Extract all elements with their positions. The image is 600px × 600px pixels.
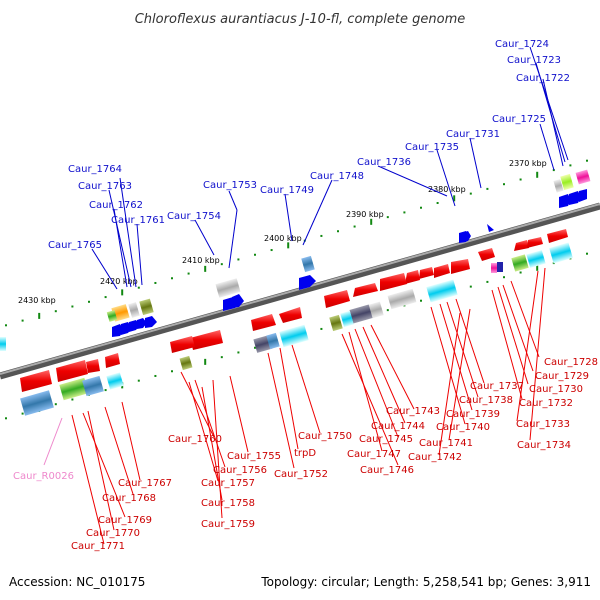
kbp-2400: 2400 kbp — [264, 234, 302, 243]
kbp-labels: 2370 kbp 2380 kbp 2390 kbp 2400 kbp 2410… — [18, 159, 547, 305]
gene-label[interactable]: Caur_1746 — [360, 465, 414, 476]
gene-label[interactable]: Caur_1753 — [203, 180, 257, 191]
top-connectors — [91, 46, 569, 290]
gene-label[interactable]: Caur_1760 — [168, 434, 222, 445]
gene-label[interactable]: Caur_1743 — [386, 406, 440, 417]
topology-summary: Topology: circular; Length: 5,258,541 bp… — [260, 575, 591, 589]
bottom-right-labels: Caur_1728 Caur_1729 Caur_1730 Caur_1737 … — [347, 357, 598, 476]
gene-label[interactable]: Caur_1735 — [405, 142, 459, 153]
gene-label[interactable]: Caur_R0026 — [13, 471, 74, 482]
kbp-2430: 2430 kbp — [18, 296, 56, 305]
forward-strand-features — [0, 169, 591, 351]
gene-label[interactable]: Caur_1762 — [89, 200, 143, 211]
gene-label[interactable]: Caur_1755 — [227, 451, 281, 462]
gene-label[interactable]: Caur_1728 — [544, 357, 598, 368]
bottom-left-labels: Caur_R0026 Caur_1767 Caur_1768 Caur_1769… — [13, 471, 172, 552]
gene-label[interactable]: Caur_1764 — [68, 164, 122, 175]
map-title: Chloroflexus aurantiacus J-10-fl, comple… — [135, 12, 466, 27]
gene-label[interactable]: Caur_1739 — [446, 409, 500, 420]
rrna-connector — [43, 417, 63, 466]
gene-label[interactable]: Caur_1765 — [48, 240, 102, 251]
gene-label[interactable]: Caur_1744 — [371, 421, 425, 432]
bottom-connectors — [71, 267, 546, 545]
gene-label[interactable]: Caur_1729 — [535, 371, 589, 382]
gene-label[interactable]: trpD — [294, 448, 316, 459]
accession-text: Accession: NC_010175 — [9, 575, 145, 589]
gene-label[interactable]: Caur_1742 — [408, 452, 462, 463]
gene-label[interactable]: Caur_1771 — [71, 541, 125, 552]
kbp-2420: 2420 kbp — [100, 277, 138, 286]
gene-label[interactable]: Caur_1724 — [495, 39, 549, 50]
gene-label[interactable]: Caur_1756 — [213, 465, 267, 476]
gene-label[interactable]: Caur_1769 — [98, 515, 152, 526]
genome-backbone — [0, 202, 600, 380]
gene-label[interactable]: Caur_1749 — [260, 185, 314, 196]
gene-label[interactable]: Caur_1740 — [436, 422, 490, 433]
gene-label[interactable]: Caur_1732 — [519, 398, 573, 409]
gene-label[interactable]: Caur_1758 — [201, 498, 255, 509]
gene-label[interactable]: Caur_1761 — [111, 215, 165, 226]
gene-label[interactable]: Caur_1770 — [86, 528, 140, 539]
gene-label[interactable]: Caur_1725 — [492, 114, 546, 125]
gene-label[interactable]: Caur_1730 — [529, 384, 583, 395]
gene-label[interactable]: Caur_1745 — [359, 434, 413, 445]
kbp-2390: 2390 kbp — [346, 210, 384, 219]
gene-label[interactable]: Caur_1737 — [470, 381, 524, 392]
gene-label[interactable]: Caur_1752 — [274, 469, 328, 480]
gene-label[interactable]: Caur_1759 — [201, 519, 255, 530]
gene-label[interactable]: Caur_1731 — [446, 129, 500, 140]
gene-label[interactable]: Caur_1754 — [167, 211, 221, 222]
scale-ticks — [5, 159, 588, 420]
gene-label[interactable]: Caur_1763 — [78, 181, 132, 192]
reverse-strand-features — [20, 229, 573, 416]
gene-label[interactable]: Caur_1747 — [347, 449, 401, 460]
gene-label[interactable]: Caur_1736 — [357, 157, 411, 168]
top-labels: Caur_1724 Caur_1723 Caur_1722 Caur_1725 … — [48, 39, 570, 251]
gene-label[interactable]: Caur_1723 — [507, 55, 561, 66]
gene-label[interactable]: Caur_1734 — [517, 440, 571, 451]
kbp-2380: 2380 kbp — [428, 185, 466, 194]
gene-label[interactable]: Caur_1738 — [459, 395, 513, 406]
gene-label[interactable]: Caur_1748 — [310, 171, 364, 182]
gene-label[interactable]: Caur_1741 — [419, 438, 473, 449]
bottom-mid-labels: Caur_1750 Caur_1760 Caur_1755 trpD Caur_… — [168, 431, 352, 530]
gene-label[interactable]: Caur_1767 — [118, 478, 172, 489]
gene-label[interactable]: Caur_1757 — [201, 478, 255, 489]
gene-label[interactable]: Caur_1722 — [516, 73, 570, 84]
gene-label[interactable]: Caur_1733 — [516, 419, 570, 430]
kbp-2370: 2370 kbp — [509, 159, 547, 168]
gene-label[interactable]: Caur_1750 — [298, 431, 352, 442]
kbp-2410: 2410 kbp — [182, 256, 220, 265]
gene-label[interactable]: Caur_1768 — [102, 493, 156, 504]
